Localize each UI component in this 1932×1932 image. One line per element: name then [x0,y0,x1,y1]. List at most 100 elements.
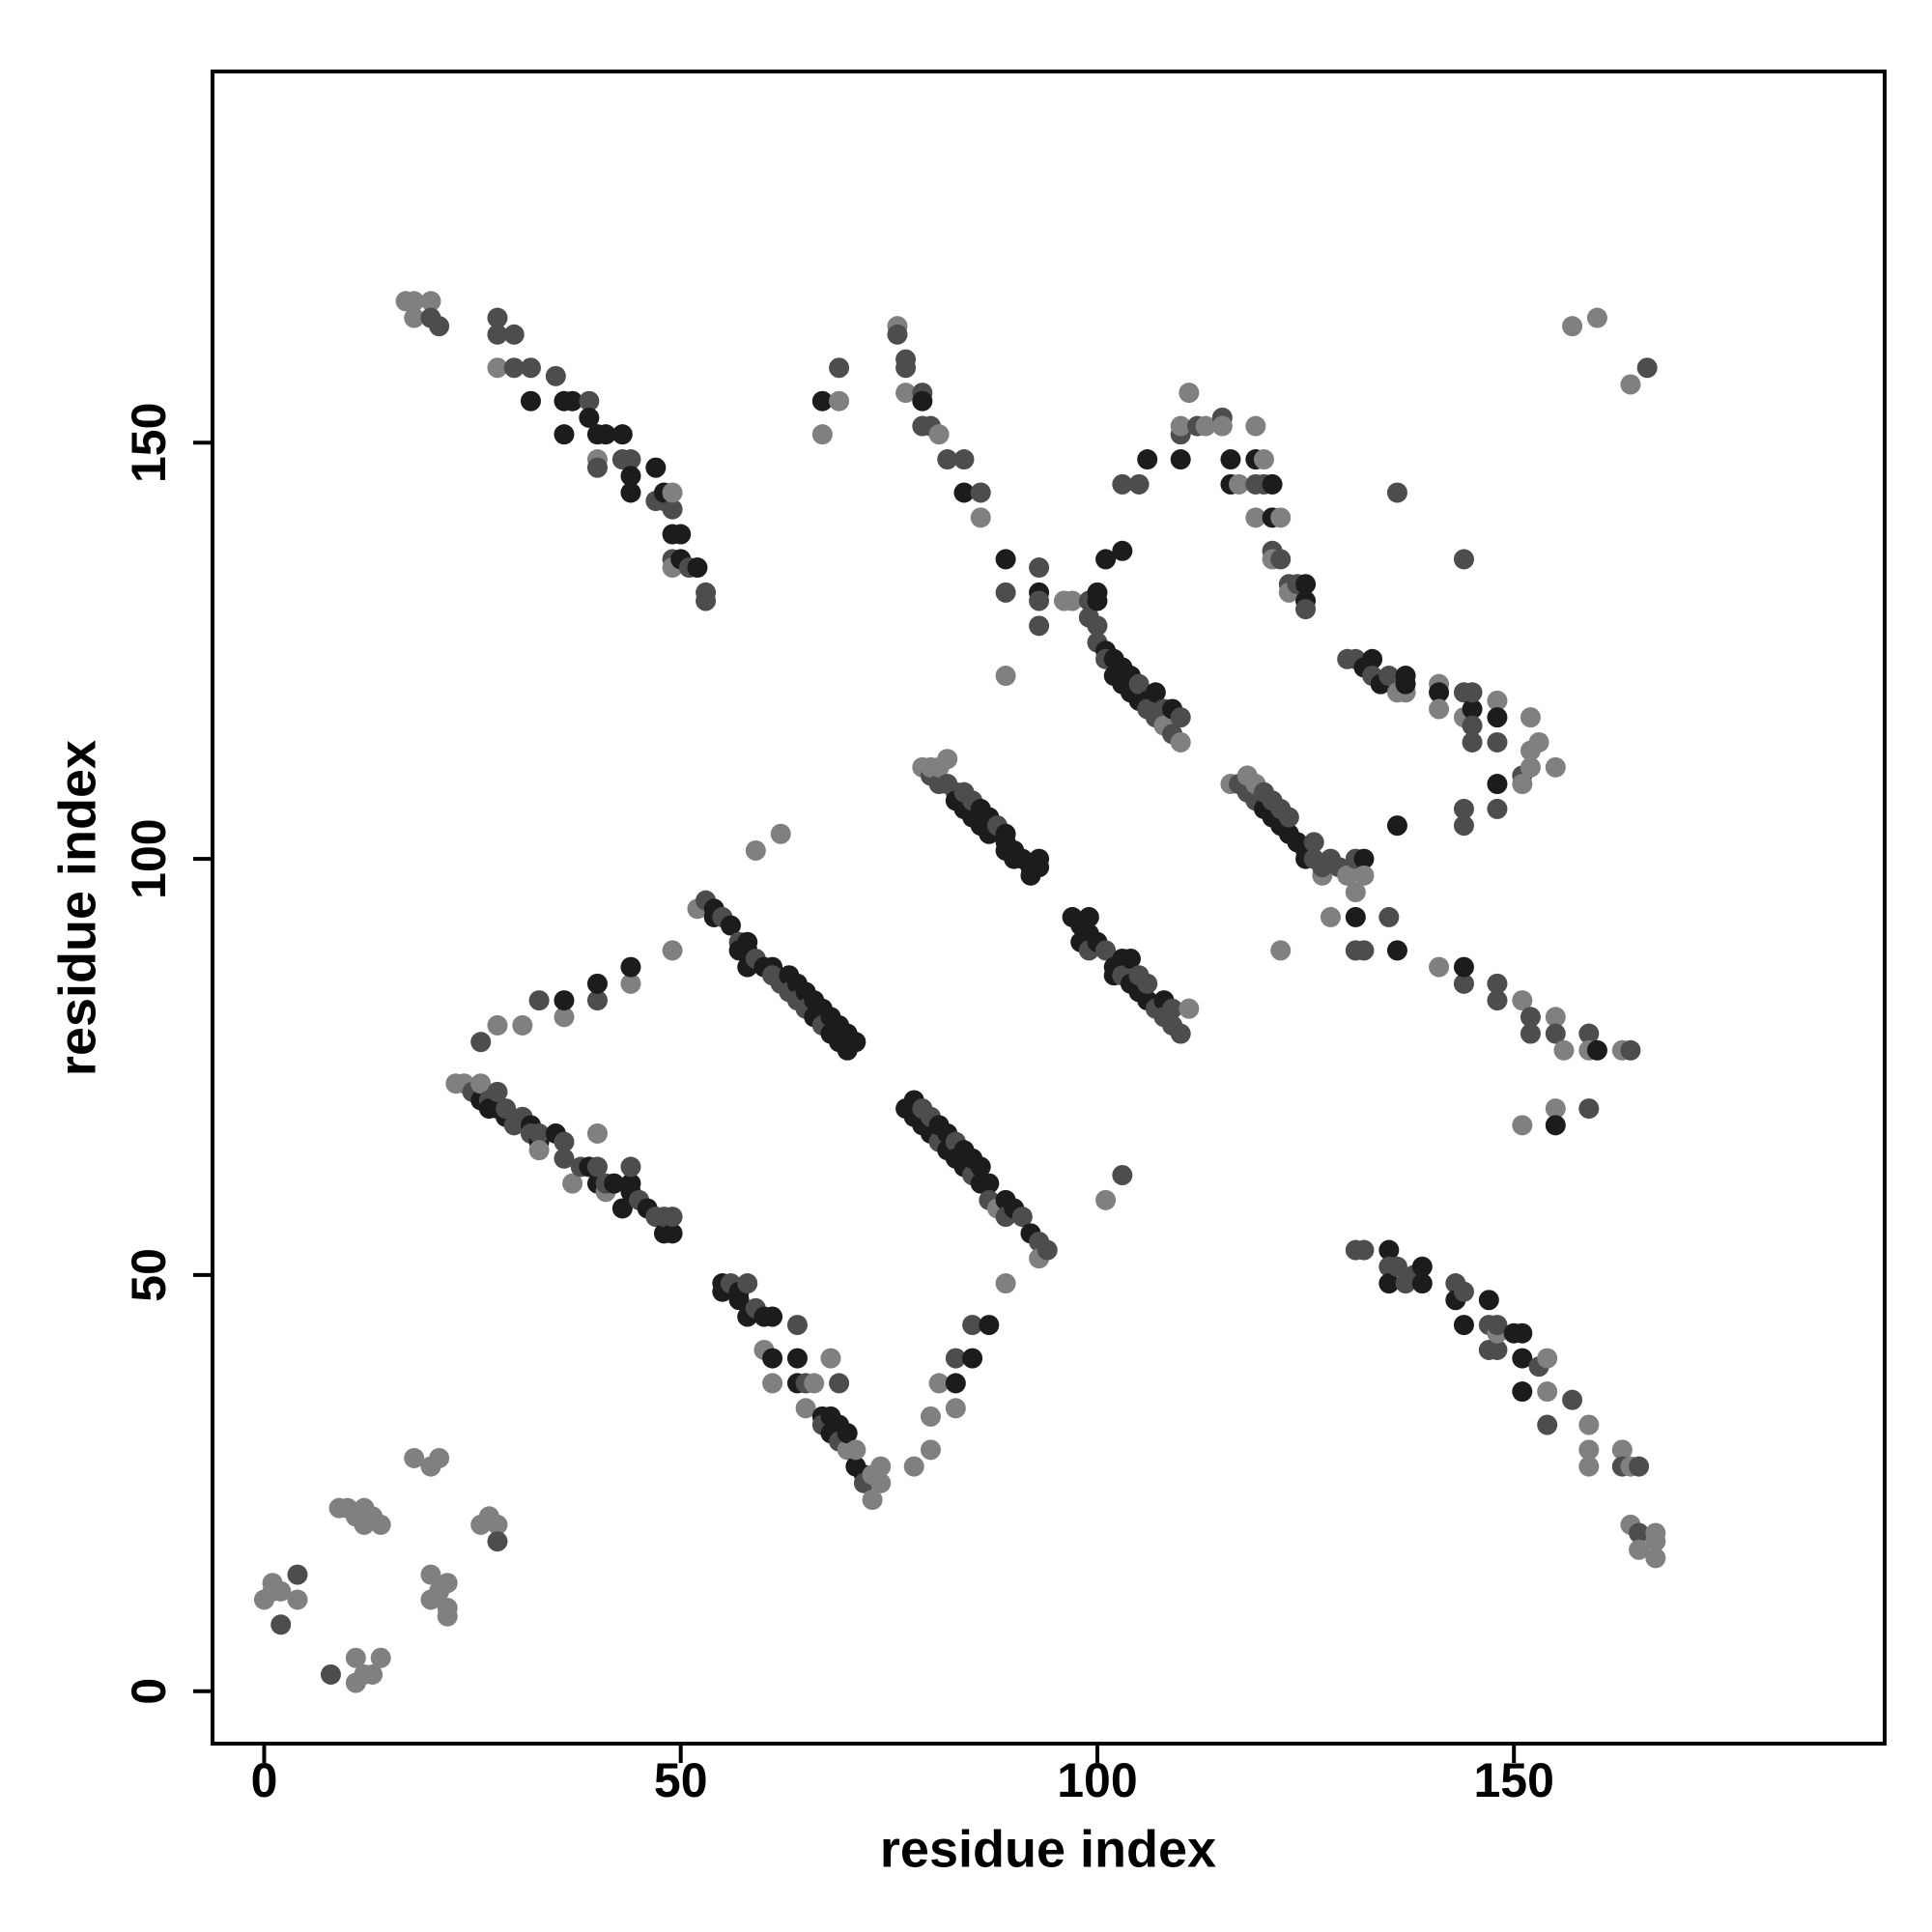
point [470,1032,492,1053]
point [528,990,550,1011]
point [1029,615,1050,637]
point [1270,507,1292,528]
point [728,1290,750,1311]
x-tick-label: 150 [1473,1753,1553,1807]
point [837,1423,858,1444]
point [1170,415,1191,437]
point [1195,415,1216,437]
point [1512,1348,1533,1369]
point [845,1032,867,1053]
point [995,666,1016,687]
point [554,1148,575,1169]
point [1112,473,1133,495]
point [562,1173,583,1194]
x-axis-title: residue index [880,1820,1216,1878]
point [420,291,441,312]
point [995,582,1016,603]
point [962,1315,983,1336]
point [670,524,692,545]
point [520,390,541,412]
point [370,1514,391,1535]
point [1545,1098,1566,1120]
point [1220,449,1241,470]
point [920,1406,941,1427]
point [345,1647,366,1668]
point [1629,1456,1650,1477]
point [1487,690,1508,711]
point [1462,682,1483,703]
point [1029,857,1050,878]
point [579,407,600,428]
point [895,383,917,404]
point [1386,1256,1407,1277]
point [611,424,633,445]
point [1095,549,1117,570]
point [620,482,641,503]
point [928,424,950,445]
point [1029,590,1050,611]
point [1429,682,1450,703]
point [1578,1439,1600,1461]
point [1337,865,1358,886]
point [804,1373,825,1394]
point [1545,1007,1566,1028]
point [737,1273,758,1294]
point [1545,756,1566,778]
point [1170,707,1191,728]
point [586,457,608,478]
point [720,915,741,936]
plot-points [253,291,1666,1693]
point [1262,473,1283,495]
point [1462,731,1483,753]
point [620,466,641,487]
point [1179,383,1200,404]
point [1453,973,1474,994]
point [903,1456,924,1477]
point [1170,731,1191,753]
point [437,1573,458,1594]
point [1053,590,1074,611]
point [1487,1339,1508,1360]
point [1378,1273,1400,1294]
x-tick-label: 0 [251,1753,278,1807]
point [370,1647,391,1668]
point [662,1207,683,1228]
point [503,324,525,345]
point [845,1439,867,1461]
point [487,307,508,328]
point [554,1131,575,1152]
point [1629,1522,1650,1544]
point [1270,549,1292,570]
point [1578,1023,1600,1044]
point [528,1122,550,1144]
point [1245,507,1266,528]
point [620,1156,641,1178]
point [528,1140,550,1161]
point [1253,449,1274,470]
point [586,1156,608,1178]
point [1137,449,1158,470]
point [945,1373,966,1394]
point [1545,1115,1566,1136]
point [1487,774,1508,795]
point [829,357,850,379]
point [829,1373,850,1394]
point [1586,1039,1607,1061]
point [1645,1548,1666,1569]
point [1453,798,1474,819]
point [620,449,641,470]
point [1453,549,1474,570]
point [1245,415,1266,437]
point [1411,1273,1433,1294]
point [545,365,566,386]
point [1011,1207,1033,1228]
point [1128,473,1150,495]
point [1029,557,1050,579]
point [995,549,1016,570]
point [945,1348,966,1369]
point [770,823,791,844]
point [662,940,683,961]
point [1512,1322,1533,1344]
point [1320,906,1341,927]
